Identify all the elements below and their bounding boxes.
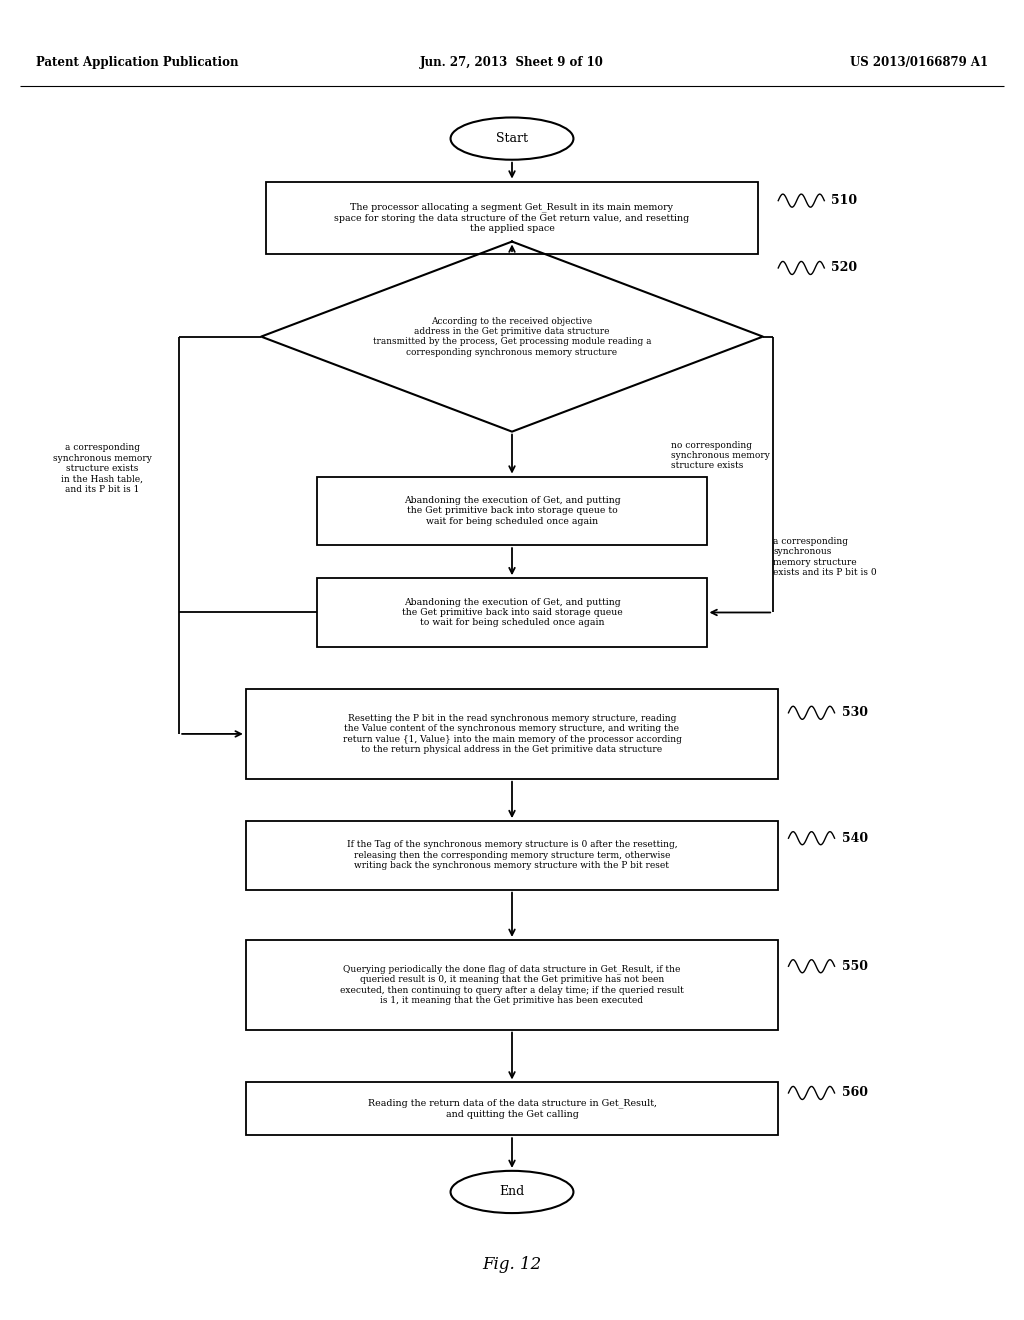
Text: 530: 530	[842, 706, 867, 719]
Text: Querying periodically the done flag of data structure in Get_Result, if the
quer: Querying periodically the done flag of d…	[340, 965, 684, 1005]
Text: Fig. 12: Fig. 12	[482, 1257, 542, 1272]
Text: no corresponding
synchronous memory
structure exists: no corresponding synchronous memory stru…	[671, 441, 770, 470]
Text: a corresponding
synchronous memory
structure exists
in the Hash table,
and its P: a corresponding synchronous memory struc…	[53, 444, 152, 494]
Text: Reading the return data of the data structure in Get_Result,
and quitting the Ge: Reading the return data of the data stru…	[368, 1098, 656, 1119]
Ellipse shape	[451, 117, 573, 160]
Text: Start: Start	[496, 132, 528, 145]
FancyBboxPatch shape	[266, 181, 758, 253]
FancyBboxPatch shape	[246, 821, 778, 890]
Text: If the Tag of the synchronous memory structure is 0 after the resetting,
releasi: If the Tag of the synchronous memory str…	[347, 841, 677, 870]
Text: 550: 550	[842, 960, 867, 973]
Text: 510: 510	[831, 194, 858, 207]
Text: Resetting the P bit in the read synchronous memory structure, reading
the Value : Resetting the P bit in the read synchron…	[343, 714, 681, 754]
Text: Abandoning the execution of Get, and putting
the Get primitive back into said st: Abandoning the execution of Get, and put…	[401, 598, 623, 627]
Text: 540: 540	[842, 832, 868, 845]
Ellipse shape	[451, 1171, 573, 1213]
FancyBboxPatch shape	[317, 578, 707, 647]
Text: 520: 520	[831, 261, 858, 275]
Text: Patent Application Publication: Patent Application Publication	[36, 55, 239, 69]
Text: 560: 560	[842, 1086, 867, 1100]
Text: a corresponding
synchronous
memory structure
exists and its P bit is 0: a corresponding synchronous memory struc…	[773, 537, 877, 577]
FancyBboxPatch shape	[246, 1082, 778, 1135]
FancyBboxPatch shape	[246, 940, 778, 1030]
Text: End: End	[500, 1185, 524, 1199]
Text: The processor allocating a segment Get_Result in its main memory
space for stori: The processor allocating a segment Get_R…	[335, 202, 689, 234]
Text: US 2013/0166879 A1: US 2013/0166879 A1	[850, 55, 988, 69]
Text: According to the received objective
address in the Get primitive data structure
: According to the received objective addr…	[373, 317, 651, 356]
Text: Abandoning the execution of Get, and putting
the Get primitive back into storage: Abandoning the execution of Get, and put…	[403, 496, 621, 525]
Text: Jun. 27, 2013  Sheet 9 of 10: Jun. 27, 2013 Sheet 9 of 10	[420, 55, 604, 69]
FancyBboxPatch shape	[246, 689, 778, 779]
FancyBboxPatch shape	[317, 477, 707, 545]
